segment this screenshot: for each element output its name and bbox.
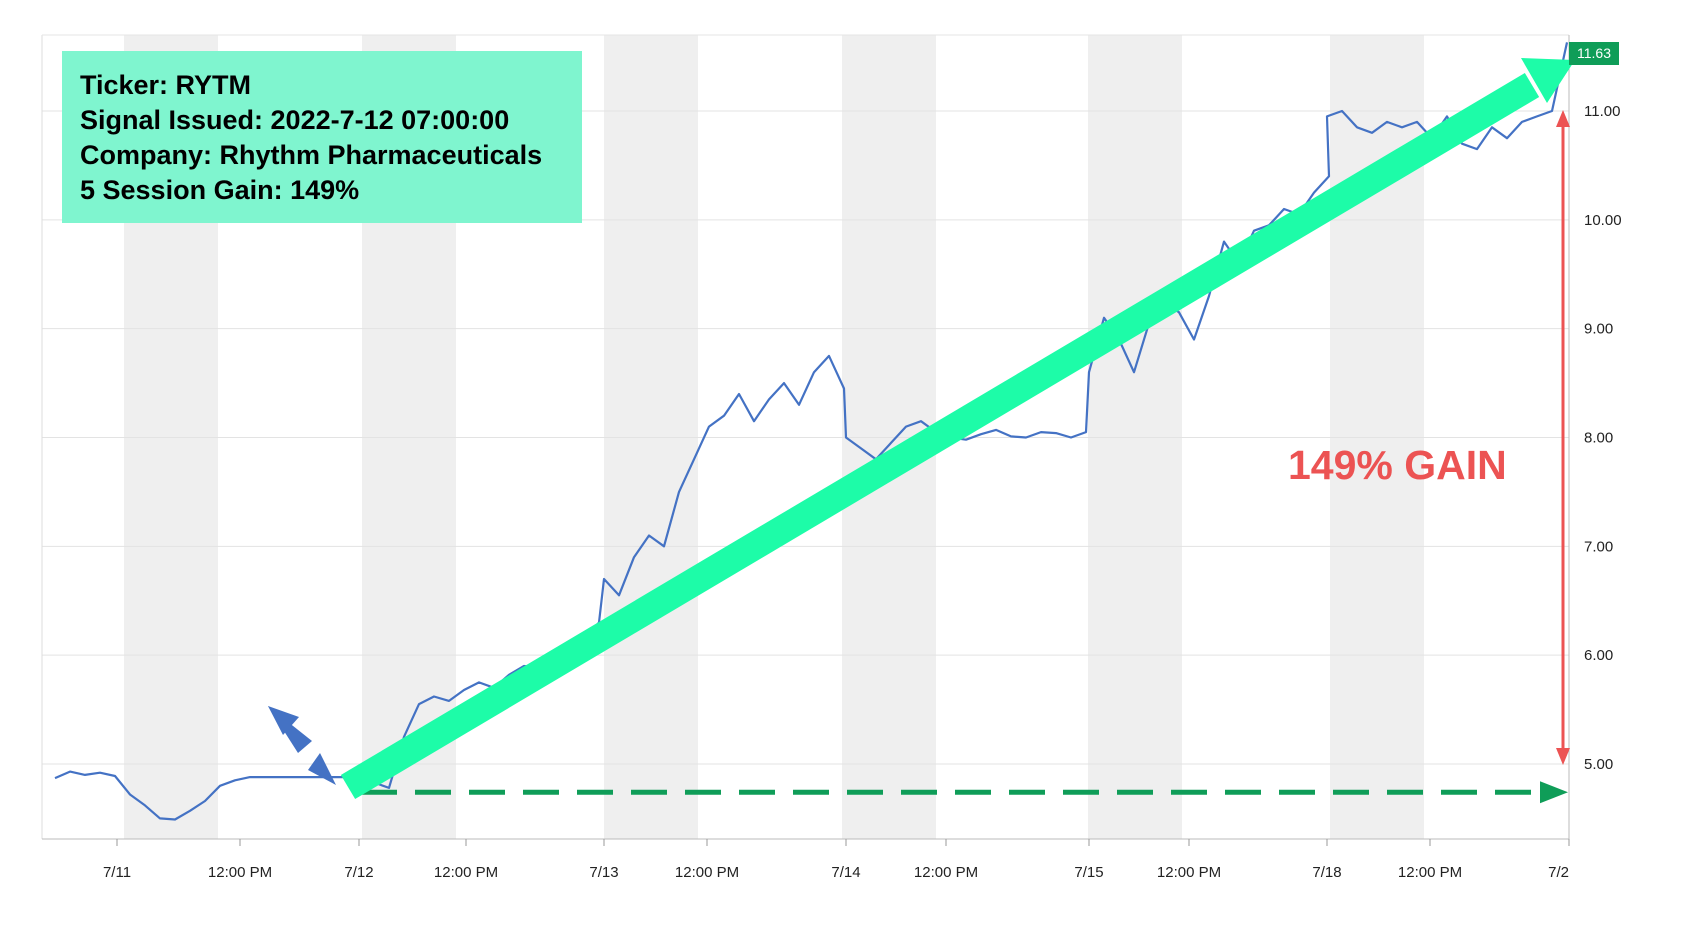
plot-frame (41, 34, 1570, 840)
x-tick-label: 12:00 PM (1398, 864, 1462, 881)
x-tick-label: 7/14 (831, 864, 860, 881)
signal-arrow-icon (308, 753, 336, 785)
session-gain-line: 5 Session Gain: 149% (80, 175, 360, 205)
y-tick-label: 7.00 (1584, 538, 1613, 555)
company-line: Company: Rhythm Pharmaceuticals (80, 140, 543, 170)
x-tick-label: 7/13 (589, 864, 618, 881)
trend-arrow-head (1521, 58, 1575, 103)
gain-arrowhead-top (1556, 110, 1570, 127)
gain-measure (1556, 110, 1570, 765)
trend-arrow-shaft (340, 72, 1540, 800)
gain-annotation: 149% GAIN (1288, 442, 1507, 488)
signal-issued-line: Signal Issued: 2022-7-12 07:00:00 (80, 105, 510, 135)
x-tick-label: 7/2 (1548, 864, 1569, 881)
last-price-badge: 11.63 (1569, 42, 1619, 65)
ticker-line: Ticker: RYTM (80, 70, 252, 100)
signal-marker (268, 706, 336, 785)
y-axis-ticks: 5.00 6.00 7.00 8.00 9.00 10.00 11.00 (1584, 103, 1622, 773)
signal-arrow-icon (268, 706, 299, 735)
x-tick-label: 12:00 PM (434, 864, 498, 881)
x-tick-label: 12:00 PM (675, 864, 739, 881)
y-tick-label: 6.00 (1584, 647, 1613, 664)
gain-arrowhead-bottom (1556, 748, 1570, 765)
x-tick-label: 12:00 PM (208, 864, 272, 881)
x-axis-ticks: 7/11 12:00 PM 7/12 12:00 PM 7/13 12:00 PM 7/14… (103, 839, 1570, 881)
trend-arrow (340, 58, 1575, 800)
y-tick-label: 8.00 (1584, 430, 1613, 447)
x-tick-label: 7/12 (344, 864, 373, 881)
y-tick-label: 11.00 (1584, 103, 1620, 120)
x-tick-label: 12:00 PM (914, 864, 978, 881)
baseline-marker (361, 781, 1568, 804)
baseline-arrowhead (1540, 781, 1568, 804)
x-tick-label: 7/18 (1312, 864, 1341, 881)
y-tick-label: 9.00 (1584, 321, 1613, 338)
y-tick-label: 10.00 (1584, 212, 1622, 229)
signal-info-box: Ticker: RYTM Signal Issued: 2022-7-12 07… (62, 51, 582, 223)
x-tick-label: 12:00 PM (1157, 864, 1221, 881)
y-tick-label: 5.00 (1584, 756, 1613, 773)
x-tick-label: 7/15 (1074, 864, 1103, 881)
x-tick-label: 7/11 (103, 864, 131, 881)
